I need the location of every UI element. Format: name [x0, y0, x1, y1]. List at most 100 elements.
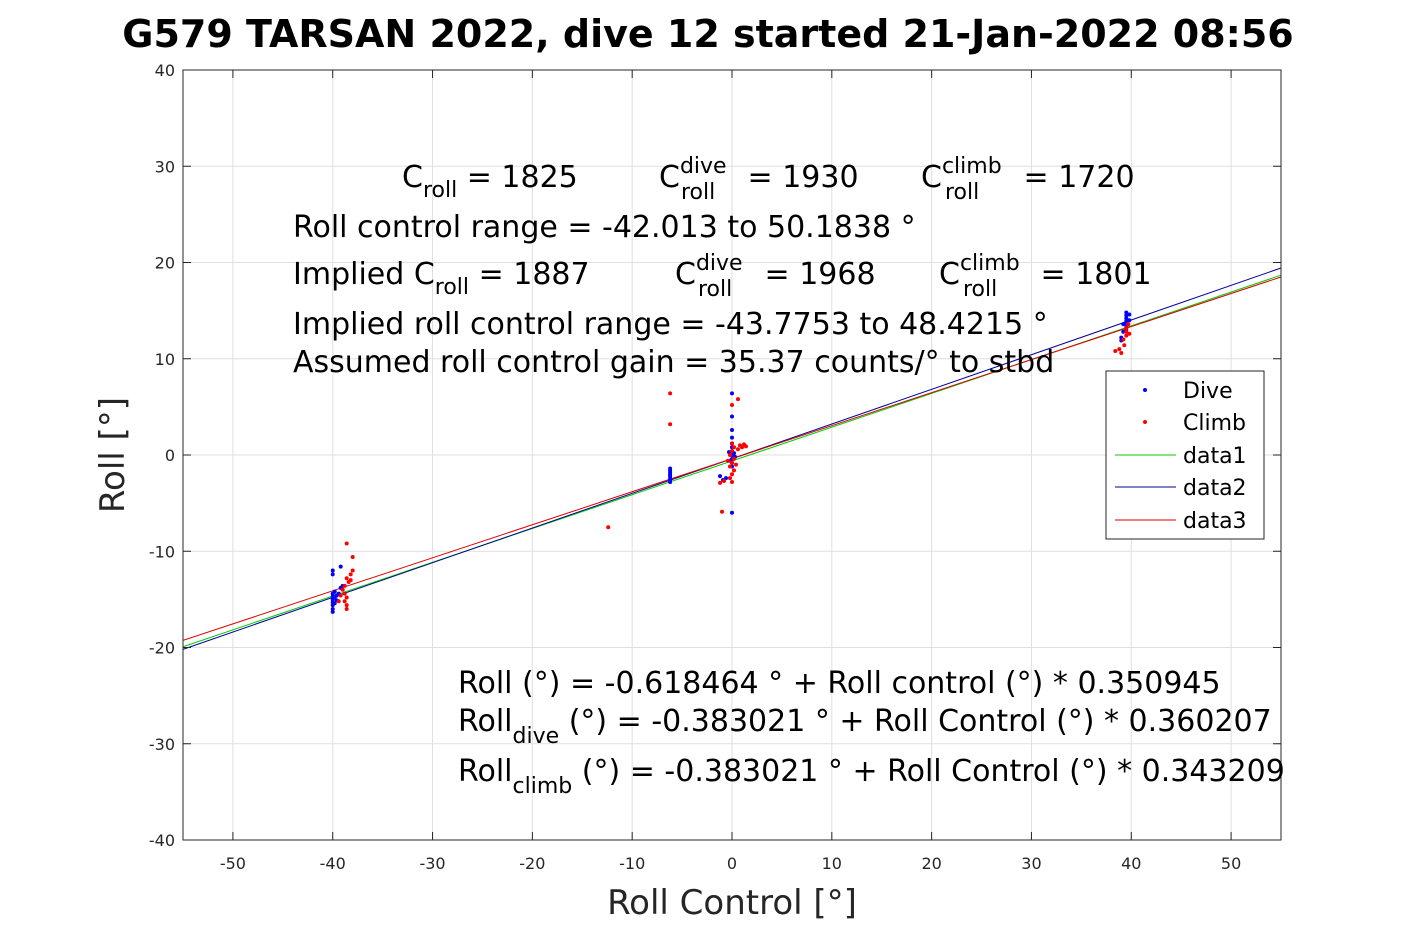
climb-point — [1124, 333, 1129, 338]
climb-point — [720, 509, 725, 514]
y-tick-label: -10 — [149, 542, 175, 561]
chart-title: G579 TARSAN 2022, dive 12 started 21-Jan… — [122, 12, 1293, 56]
dive-point — [668, 479, 673, 484]
climb-point — [344, 607, 349, 611]
annotation-fit-equation: Roll (°) = -0.618464 ° + Roll control (°… — [458, 666, 1221, 701]
legend-entry-climb: Climb — [1183, 411, 1246, 436]
climb-point — [1127, 331, 1132, 336]
x-tick-label: -30 — [419, 854, 445, 873]
dive-point — [730, 391, 734, 396]
dive-point — [330, 572, 335, 577]
annotation-control-gain: Assumed roll control gain = 35.37 counts… — [293, 345, 1054, 380]
annotation-implied-values: Implied Croll = 1887 Cdive roll = 1968 Cc… — [293, 251, 1152, 302]
x-axis-label: Roll Control [°] — [607, 883, 857, 923]
climb-point — [731, 456, 736, 461]
climb-point — [718, 480, 723, 485]
x-tick-label: 40 — [1121, 854, 1141, 873]
climb-point — [730, 479, 734, 484]
climb-point — [728, 464, 733, 469]
climb-point — [730, 449, 734, 454]
top-annotations: Croll = 1825 Cdive roll = 1930 Cclimb roll… — [293, 154, 1152, 380]
dive-point — [1121, 322, 1126, 327]
climb-point — [1117, 347, 1122, 352]
annotation-roll-control-range: Roll control range = -42.013 to 50.1838 … — [293, 210, 916, 245]
y-tick-label: 30 — [155, 157, 175, 176]
dive-point — [1124, 316, 1129, 321]
climb-point — [340, 587, 345, 592]
climb-point — [730, 472, 734, 477]
x-tick-label: 20 — [921, 854, 941, 873]
climb-point — [344, 541, 349, 546]
climb-point — [735, 397, 740, 402]
y-tick-label: 20 — [155, 254, 175, 273]
y-tick-label: 40 — [155, 61, 175, 80]
dive-point — [330, 607, 335, 611]
dive-point — [730, 510, 734, 515]
legend-entry-data1: data1 — [1183, 444, 1247, 469]
x-tick-label: 30 — [1021, 854, 1041, 873]
x-tick-label: 10 — [822, 854, 842, 873]
climb-point — [1121, 337, 1126, 342]
dive-point — [332, 589, 337, 594]
climb-point — [1122, 343, 1127, 348]
climb-point — [735, 447, 740, 452]
dive-point — [1127, 312, 1132, 317]
legend: Dive Climb data1 data2 data3 — [1105, 370, 1265, 540]
y-axis-label: Roll [°] — [93, 397, 133, 513]
dive-point — [730, 435, 734, 440]
y-tick-label: -40 — [149, 831, 175, 850]
dive-point — [730, 427, 734, 432]
climb-point — [731, 468, 736, 473]
climb-point — [728, 476, 733, 481]
climb-point — [350, 555, 355, 560]
y-tick-label: -30 — [149, 735, 175, 754]
annotation-climb-equation: Rollclimb (°) = -0.383021 ° + Roll Contr… — [458, 754, 1285, 799]
x-tick-label: -40 — [320, 854, 346, 873]
dive-point — [330, 609, 335, 614]
climb-point — [606, 525, 611, 530]
climb-point — [730, 441, 734, 446]
climb-point — [1119, 350, 1124, 355]
dive-point — [332, 601, 337, 606]
climb-point — [342, 599, 347, 604]
y-tick-label: 0 — [165, 446, 175, 465]
legend-entry-data3: data3 — [1183, 509, 1247, 534]
climb-point — [348, 572, 353, 577]
y-tick-label: 10 — [155, 350, 175, 369]
climb-point — [668, 391, 673, 396]
legend-marker-climb — [1143, 420, 1147, 424]
climb-point — [730, 402, 734, 407]
climb-point — [1126, 322, 1131, 327]
axis-ticks: -50 -40 -30 -20 -10 0 10 20 30 40 50 -40 -30 -20 -10 0 1… — [149, 61, 1281, 873]
x-tick-label: -20 — [519, 854, 545, 873]
climb-point — [1113, 349, 1118, 354]
y-tick-label: -20 — [149, 639, 175, 658]
climb-point — [342, 583, 347, 588]
climb-point — [1124, 325, 1129, 330]
bottom-annotations: Roll (°) = -0.618464 ° + Roll control (°… — [458, 666, 1285, 799]
x-tick-label: 0 — [727, 854, 737, 873]
climb-point — [338, 593, 343, 598]
x-tick-label: -50 — [220, 854, 246, 873]
dive-point — [338, 564, 343, 569]
climb-point — [348, 578, 353, 583]
climb-point — [336, 599, 341, 604]
data-points — [330, 310, 1132, 614]
dive-point — [730, 414, 734, 419]
climb-point — [344, 595, 349, 600]
climb-point — [731, 445, 736, 450]
climb-point — [728, 453, 733, 457]
climb-point — [342, 591, 347, 596]
x-tick-label: -10 — [619, 854, 645, 873]
climb-point — [344, 576, 349, 581]
dive-point — [1124, 310, 1129, 315]
dive-point — [718, 474, 723, 479]
climb-point — [726, 458, 731, 463]
climb-point — [722, 478, 727, 483]
climb-point — [730, 460, 734, 465]
climb-point — [739, 445, 744, 450]
annotation-dive-equation: Rolldive (°) = -0.383021 ° + Roll Contro… — [458, 704, 1272, 749]
climb-point — [350, 568, 355, 573]
climb-point — [344, 603, 349, 608]
